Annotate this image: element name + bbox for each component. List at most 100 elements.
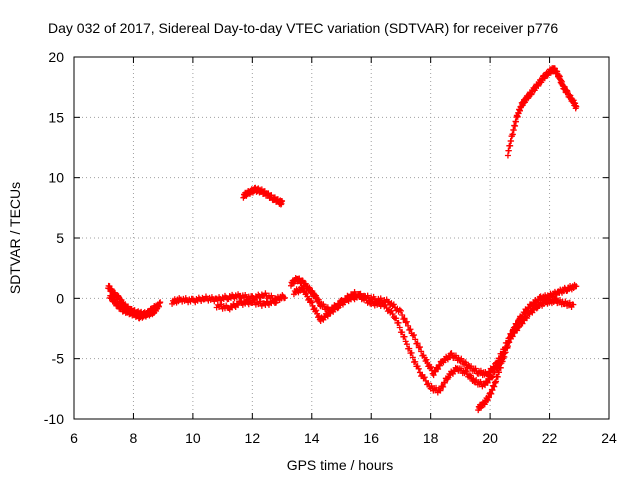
data-point-marker: [282, 294, 289, 301]
axis-ticks: 6 8 10 12 14 16 18 20 22 24 -10 -5 0 5 10 15 20: [44, 49, 617, 446]
data-point-marker: [416, 344, 423, 351]
x-tick-label: 20: [482, 430, 498, 446]
x-tick-label: 18: [423, 430, 439, 446]
data-point-marker: [396, 324, 403, 331]
data-point-marker: [550, 298, 557, 305]
data-point-marker: [401, 333, 408, 340]
data-point-marker: [308, 299, 315, 306]
x-tick-label: 8: [130, 430, 138, 446]
data-point-marker: [154, 303, 161, 310]
y-tick-label: -5: [52, 351, 65, 367]
data-point-marker: [402, 319, 409, 326]
y-tick-label: 0: [56, 290, 64, 306]
data-point-marker: [436, 362, 443, 369]
data-point-marker: [405, 322, 412, 329]
data-point-marker: [423, 356, 430, 363]
series-track-f: [287, 275, 580, 379]
series-track-h: [475, 315, 523, 414]
y-tick-label: 5: [56, 230, 64, 246]
data-point-marker: [431, 367, 438, 374]
grid-lines: [74, 57, 609, 419]
x-tick-label: 10: [185, 430, 201, 446]
data-point-marker: [402, 338, 409, 345]
chart-title: Day 032 of 2017, Sidereal Day-to-day VTE…: [48, 20, 558, 36]
series-track-b: [106, 292, 161, 322]
data-point-marker: [434, 365, 441, 372]
series-track-d: [213, 296, 280, 313]
series-track-e: [240, 184, 286, 208]
data-point-marker: [432, 368, 439, 375]
data-point-marker: [428, 367, 435, 374]
data-point-marker: [353, 294, 360, 301]
data-point-marker: [573, 283, 580, 290]
data-point-marker: [427, 363, 434, 370]
series-track-g: [290, 284, 577, 396]
data-point-marker: [412, 358, 419, 365]
data-point-marker: [356, 290, 363, 297]
data-point-marker: [467, 372, 474, 379]
data-point-marker: [157, 299, 164, 306]
data-point-marker: [484, 379, 491, 386]
data-point-marker: [573, 103, 580, 110]
data-point-marker: [407, 326, 414, 333]
data-point-marker: [403, 341, 410, 348]
data-point-marker: [415, 365, 422, 372]
data-point-marker: [397, 307, 404, 314]
data-point-marker: [403, 318, 410, 325]
y-tick-label: 20: [48, 49, 64, 65]
y-tick-label: 15: [48, 109, 64, 125]
y-tick-label: 10: [48, 170, 64, 186]
x-tick-label: 12: [245, 430, 261, 446]
data-point-marker: [390, 301, 397, 308]
data-point-marker: [399, 329, 406, 336]
data-point-marker: [465, 362, 472, 369]
data-point-marker: [324, 313, 331, 320]
data-point-marker: [279, 198, 286, 205]
data-point-marker: [401, 315, 408, 322]
data-point-marker: [395, 319, 402, 326]
data-point-marker: [313, 307, 320, 314]
data-point-marker: [409, 354, 416, 361]
data-series: [105, 65, 580, 414]
data-point-marker: [441, 379, 448, 386]
data-point-marker: [418, 348, 425, 355]
data-point-marker: [406, 326, 413, 333]
data-point-marker: [458, 355, 465, 362]
data-point-marker: [388, 307, 395, 314]
data-point-marker: [435, 366, 442, 373]
data-point-marker: [425, 380, 432, 387]
x-tick-label: 24: [601, 430, 617, 446]
data-point-marker: [414, 363, 421, 370]
data-point-marker: [421, 374, 428, 381]
x-tick-label: 22: [542, 430, 558, 446]
data-point-marker: [430, 372, 437, 379]
x-axis-label: GPS time / hours: [287, 457, 394, 473]
x-tick-label: 6: [70, 430, 78, 446]
data-point-marker: [334, 305, 341, 312]
x-tick-label: 14: [304, 430, 320, 446]
data-point-marker: [463, 368, 470, 375]
data-point-marker: [412, 336, 419, 343]
data-point-marker: [516, 315, 523, 322]
data-point-marker: [400, 316, 407, 323]
data-point-marker: [362, 294, 369, 301]
series-track-i: [504, 65, 580, 159]
data-point-marker: [273, 299, 280, 306]
data-point-marker: [523, 315, 530, 322]
data-point-marker: [396, 306, 403, 313]
data-point-marker: [523, 314, 530, 321]
data-point-marker: [406, 345, 413, 352]
data-point-marker: [435, 361, 442, 368]
data-point-marker: [462, 359, 469, 366]
data-point-marker: [414, 340, 421, 347]
data-point-marker: [303, 290, 310, 297]
data-point-marker: [408, 349, 415, 356]
data-point-marker: [411, 332, 418, 339]
data-point-marker: [570, 301, 577, 308]
data-point-marker: [440, 383, 447, 390]
x-tick-label: 16: [363, 430, 379, 446]
data-point-marker: [437, 387, 444, 394]
series-track-c: [169, 290, 289, 307]
data-point-marker: [393, 315, 400, 322]
